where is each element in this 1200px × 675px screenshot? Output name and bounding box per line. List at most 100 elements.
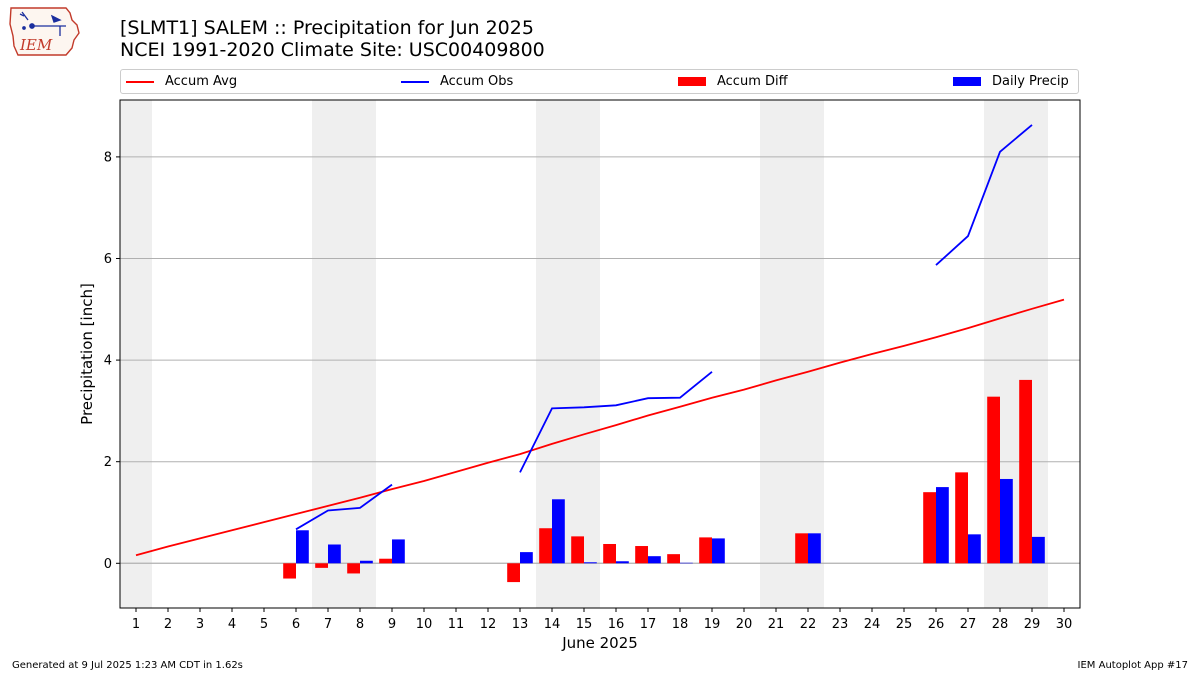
accum-obs-line-2 [935, 124, 1033, 266]
legend-swatch-accum-avg [126, 80, 154, 83]
daily-precip-bar-27 [968, 534, 981, 564]
accum-obs-line-0 [295, 483, 393, 531]
legend-label-daily-precip: Daily Precip [992, 74, 1069, 89]
weekend-band-1 [312, 100, 376, 608]
x-tick-label-19: 19 [704, 617, 721, 632]
accum-diff-bar-27 [955, 472, 968, 564]
daily-precip-bar-6 [296, 530, 309, 564]
x-tick-label-26: 26 [928, 617, 945, 632]
chart-title-line-2: NCEI 1991-2020 Climate Site: USC00409800 [120, 39, 545, 61]
x-tick-label-3: 3 [196, 617, 204, 632]
accum-diff-bar-18 [667, 554, 680, 564]
daily-precip-bar-28 [1000, 478, 1013, 564]
weekend-shading [120, 100, 1048, 608]
x-tick-label-5: 5 [260, 617, 268, 632]
x-tick-label-12: 12 [480, 617, 497, 632]
legend-item-daily-precip: Daily Precip [953, 70, 1069, 93]
x-tick-label-10: 10 [416, 617, 433, 632]
x-tick-label-15: 15 [576, 617, 593, 632]
x-tick-label-1: 1 [132, 617, 140, 632]
x-tick-label-29: 29 [1024, 617, 1041, 632]
x-tick-label-18: 18 [672, 617, 689, 632]
accum-diff-bar-7 [315, 563, 328, 568]
daily-precip-bar-14 [552, 499, 565, 564]
accum-diff-bar-14 [539, 528, 552, 564]
iem-logo: IEM [9, 7, 80, 56]
x-tick-label-16: 16 [608, 617, 625, 632]
x-tick-label-14: 14 [544, 617, 561, 632]
chart-title: [SLMT1] SALEM :: Precipitation for Jun 2… [120, 17, 545, 61]
legend-label-accum-diff: Accum Diff [717, 74, 788, 89]
y-tick-label-4: 4 [104, 354, 112, 369]
x-tick-label-24: 24 [864, 617, 881, 632]
x-tick-label-6: 6 [292, 617, 300, 632]
plot-frame [119, 99, 1081, 609]
weekend-band-2 [536, 100, 600, 608]
daily-precip-bar-9 [392, 539, 405, 564]
chart-legend: Accum Avg Accum Obs Accum Diff Daily Pre… [120, 69, 1079, 94]
x-tick-label-11: 11 [448, 617, 465, 632]
accum-diff-bar-13 [507, 563, 520, 583]
app-credit: IEM Autoplot App #17 [1077, 660, 1188, 671]
y-tick-label-2: 2 [104, 455, 112, 470]
accum-diff-bar-28 [987, 396, 1000, 564]
legend-label-accum-avg: Accum Avg [165, 74, 238, 89]
accum-diff-bar-9 [379, 558, 392, 564]
legend-swatch-accum-diff [678, 77, 706, 86]
x-tick-label-21: 21 [768, 617, 785, 632]
weekend-band-0 [120, 100, 152, 608]
daily-precip-bar-22 [808, 533, 821, 564]
accum-diff-bar-17 [635, 546, 648, 564]
legend-item-accum-diff: Accum Diff [678, 70, 788, 93]
x-axis-label: June 2025 [0, 634, 1200, 652]
accum-obs-line-1 [519, 371, 713, 473]
x-tick-label-22: 22 [800, 617, 817, 632]
accum-diff-bar-8 [347, 563, 360, 574]
x-tick-label-13: 13 [512, 617, 529, 632]
x-tick-label-27: 27 [960, 617, 977, 632]
accum-diff-bar-15 [571, 536, 584, 564]
daily-precip-bar-8 [360, 560, 373, 564]
accum-diff-bar-22 [795, 533, 808, 564]
x-tick-label-8: 8 [356, 617, 364, 632]
daily-precip-bar-29 [1032, 536, 1045, 564]
x-tick-label-28: 28 [992, 617, 1009, 632]
legend-item-accum-avg: Accum Avg [126, 70, 237, 93]
generated-timestamp: Generated at 9 Jul 2025 1:23 AM CDT in 1… [12, 660, 243, 671]
y-tick-label-8: 8 [104, 150, 112, 165]
legend-label-accum-obs: Accum Obs [440, 74, 514, 89]
legend-swatch-daily-precip [953, 77, 981, 86]
daily-precip-bar-13 [520, 552, 533, 564]
daily-precip-bar-26 [936, 487, 949, 564]
series-lines [135, 124, 1065, 557]
weekend-band-3 [760, 100, 824, 608]
daily-precip-bar-7 [328, 544, 341, 564]
legend-swatch-accum-obs [401, 80, 429, 83]
x-tick-label-9: 9 [388, 617, 396, 632]
x-axis-label-text: June 2025 [562, 634, 638, 652]
x-tick-label-20: 20 [736, 617, 753, 632]
accum-diff-bar-16 [603, 543, 616, 564]
y-tick-label-0: 0 [104, 557, 112, 572]
daily-precip-bar-18 [680, 562, 693, 564]
legend-item-accum-obs: Accum Obs [401, 70, 513, 93]
daily-precip-bar-15 [584, 562, 597, 564]
x-tick-label-2: 2 [164, 617, 172, 632]
weather-station-icon [19, 11, 66, 36]
chart-title-line-1: [SLMT1] SALEM :: Precipitation for Jun 2… [120, 17, 534, 39]
x-tick-label-30: 30 [1056, 617, 1073, 632]
daily-precip-bar-16 [616, 561, 629, 564]
x-tick-label-4: 4 [228, 617, 236, 632]
accum-diff-bar-19 [699, 537, 712, 564]
y-axis-ticks: 0 2 4 6 8 [104, 150, 120, 572]
x-tick-label-17: 17 [640, 617, 657, 632]
y-axis-label: Precipitation [inch] [78, 283, 96, 425]
x-tick-label-23: 23 [832, 617, 849, 632]
bars [283, 379, 1045, 583]
accum-avg-line-0 [135, 298, 1065, 557]
logo-text: IEM [19, 36, 53, 54]
accum-diff-bar-29 [1019, 379, 1032, 564]
x-tick-label-25: 25 [896, 617, 913, 632]
x-axis-ticks: 1 2 3 4 5 6 7 8 9 10 11 12 13 14 15 16 17 18 19 20 21 22 23 24 2… [132, 608, 1072, 632]
